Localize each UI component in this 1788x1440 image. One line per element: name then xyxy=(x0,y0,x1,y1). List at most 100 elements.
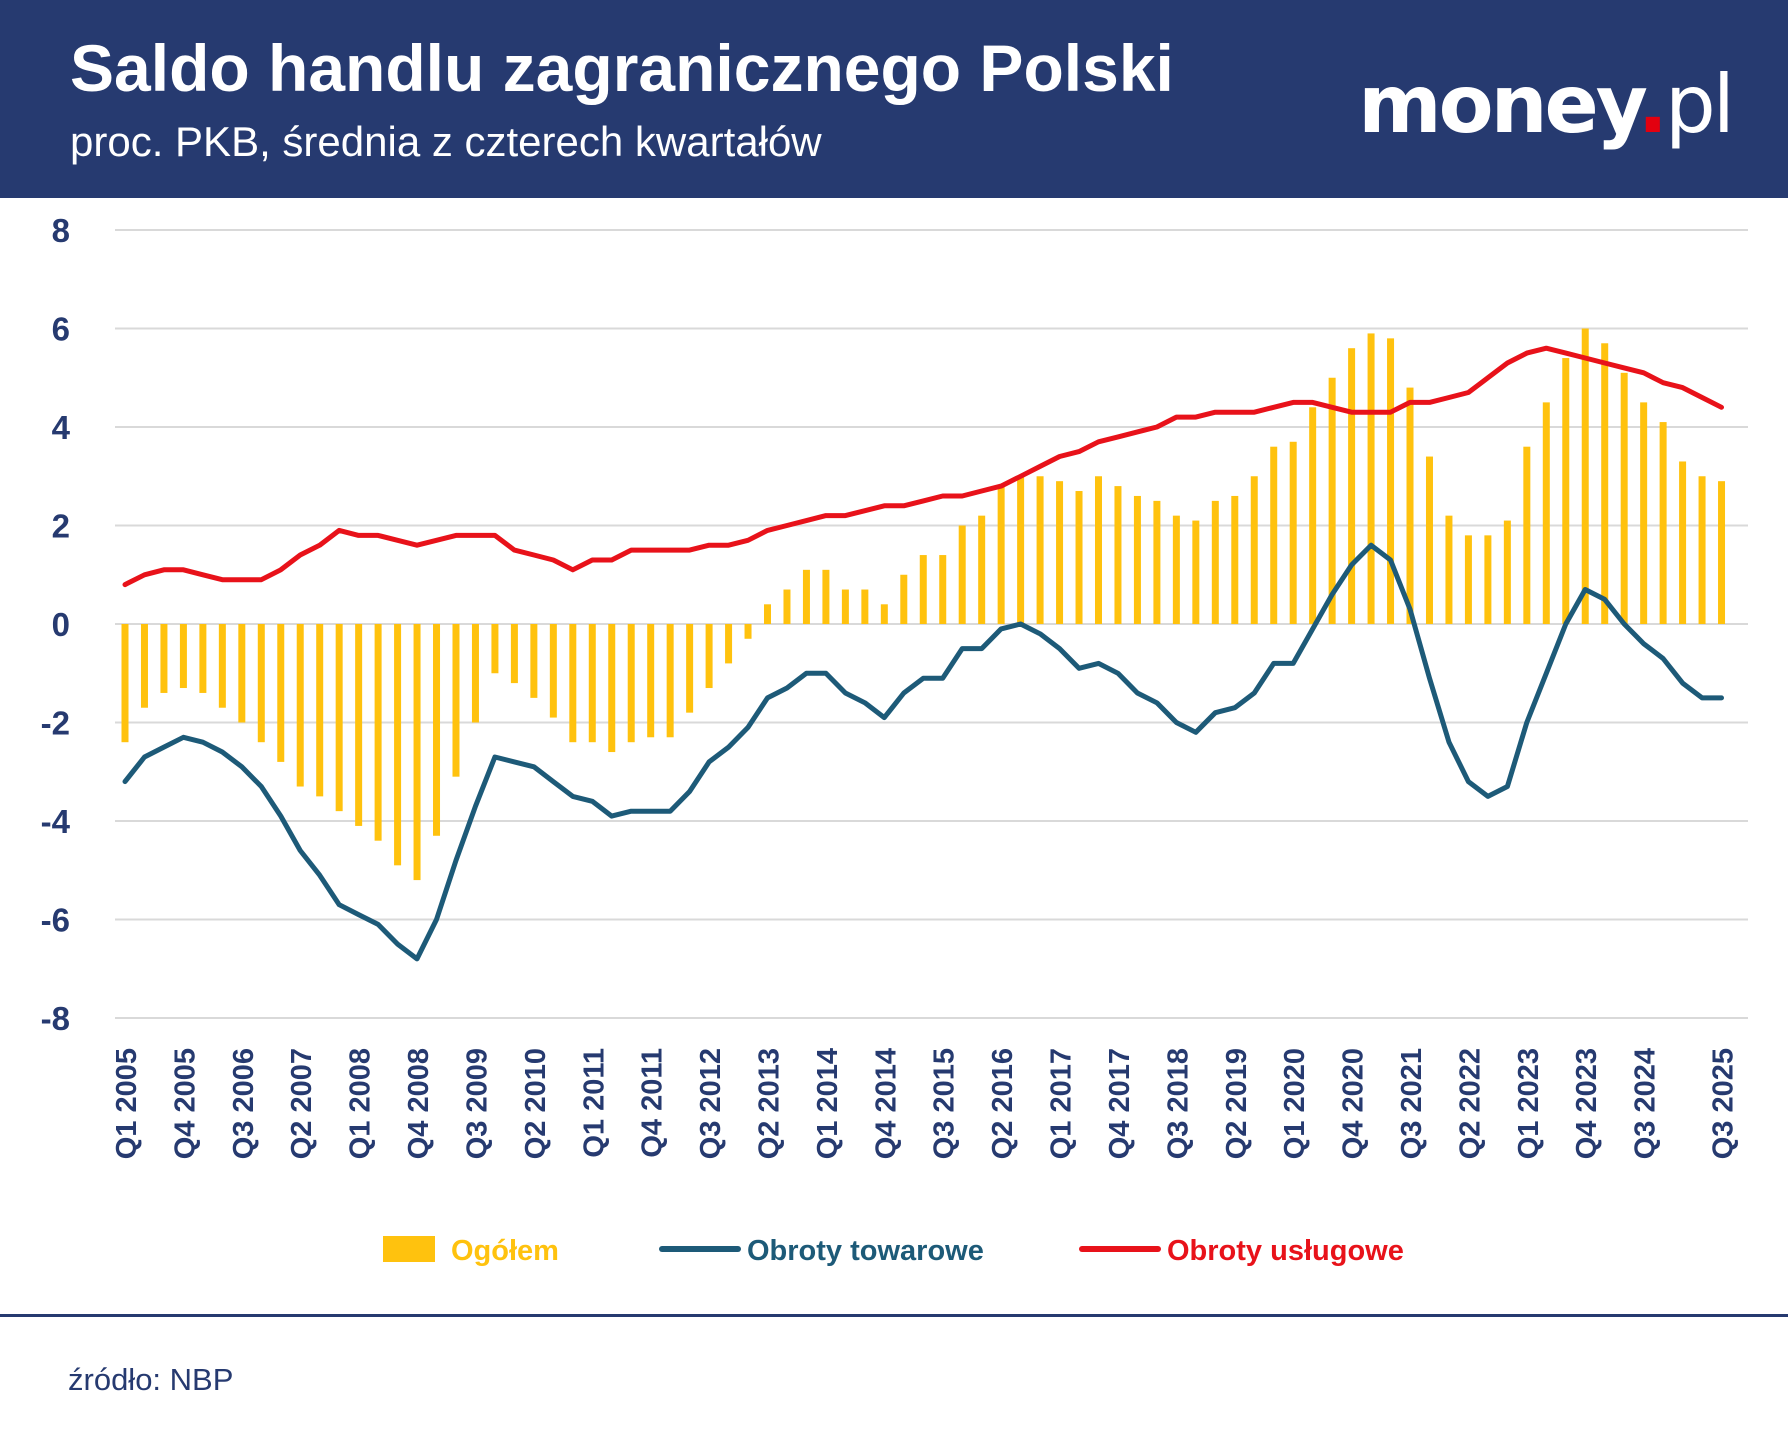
logo-dot: . xyxy=(1637,58,1668,151)
y-tick-label: 4 xyxy=(52,409,71,446)
chart-subtitle: proc. PKB, średnia z czterech kwartałów xyxy=(70,118,822,165)
bar-Q3-2023 xyxy=(1562,358,1570,624)
footer-divider xyxy=(0,1314,1788,1317)
y-tick-label: 0 xyxy=(52,606,70,643)
bar-Q3-2007 xyxy=(316,624,324,797)
bar-Q3-2006 xyxy=(238,624,246,723)
y-tick-label: 2 xyxy=(52,508,70,545)
bar-Q3-2018 xyxy=(1172,515,1180,624)
bar-Q1-2011 xyxy=(588,624,596,743)
legend-swatch-ogolem xyxy=(383,1236,435,1262)
x-tick-label: Q2 2022 xyxy=(1454,1048,1486,1159)
x-tick-label: Q3 2024 xyxy=(1630,1048,1662,1159)
bar-Q4-2014 xyxy=(880,604,888,624)
bar-Q3-2019 xyxy=(1250,476,1258,624)
bar-Q4-2021 xyxy=(1425,456,1433,624)
x-tick-label: Q1 2008 xyxy=(345,1048,377,1159)
y-tick-label: 8 xyxy=(52,212,70,249)
x-tick-label: Q3 2025 xyxy=(1708,1048,1740,1159)
bar-Q3-2016 xyxy=(1017,476,1025,624)
y-tick-label: -6 xyxy=(41,902,70,939)
source-note: źródło: NBP xyxy=(68,1362,234,1397)
bar-Q4-2007 xyxy=(335,624,343,812)
bar-Q1-2021 xyxy=(1367,333,1375,624)
bar-Q1-2014 xyxy=(822,569,830,624)
bar-Q2-2023 xyxy=(1542,402,1550,624)
bar-Q2-2016 xyxy=(997,486,1005,624)
x-tick-label: Q3 2018 xyxy=(1162,1048,1194,1159)
legend-label-towarowe: Obroty towarowe xyxy=(747,1235,984,1267)
x-tick-label: Q4 2014 xyxy=(870,1048,902,1159)
bar-Q2-2022 xyxy=(1464,535,1472,624)
bar-Q2-2012 xyxy=(686,624,694,713)
x-tick-label: Q4 2005 xyxy=(169,1048,201,1159)
x-tick-label: Q2 2013 xyxy=(754,1048,786,1159)
bar-Q2-2005 xyxy=(140,624,148,708)
bar-Q4-2006 xyxy=(257,624,265,743)
bar-Q4-2012 xyxy=(725,624,733,664)
legend: Ogółem Obroty towarowe Obroty usługowe xyxy=(383,1235,1404,1267)
bar-Q2-2018 xyxy=(1153,500,1161,624)
money-pl-logo: money.pl xyxy=(1358,58,1735,151)
bar-Q4-2017 xyxy=(1114,486,1122,624)
bar-Q1-2020 xyxy=(1289,441,1297,624)
bar-Q1-2009 xyxy=(433,624,441,836)
y-tick-label: -2 xyxy=(41,705,70,742)
y-tick-label: 6 xyxy=(52,311,70,348)
bar-Q3-2022 xyxy=(1484,535,1492,624)
bar-Q3-2021 xyxy=(1406,387,1414,624)
bar-Q1-2017 xyxy=(1056,481,1064,624)
goods-balance-line xyxy=(122,542,1724,962)
x-tick-label: Q1 2017 xyxy=(1046,1048,1078,1159)
bar-Q3-2012 xyxy=(705,624,713,689)
bar-Q2-2017 xyxy=(1075,491,1083,624)
bar-Q3-2024 xyxy=(1640,402,1648,624)
bar-Q3-2005 xyxy=(160,624,168,693)
bar-Q1-2019 xyxy=(1211,500,1219,624)
bar-Q4-2008 xyxy=(413,624,421,881)
bar-Q3-2015 xyxy=(939,555,947,624)
trade-balance-chart: 8 6 4 2 0 -2 -4 -6 -8 Q1 2005 Q4 2005 Q3 2006 Q2 200… xyxy=(41,212,1748,1267)
bar-Q2-2019 xyxy=(1231,495,1239,624)
bar-Q2-2020 xyxy=(1309,407,1317,624)
bar-Q4-2005 xyxy=(179,624,187,689)
legend-label-uslugowe: Obroty usługowe xyxy=(1167,1235,1404,1267)
x-tick-label: Q3 2006 xyxy=(228,1048,260,1159)
bar-Q3-2013 xyxy=(783,589,791,624)
services-balance-line xyxy=(122,345,1724,588)
header-banner: Saldo handlu zagranicznego Polski proc. … xyxy=(0,0,1788,198)
bar-Q2-2006 xyxy=(218,624,226,708)
bar-Q1-2008 xyxy=(355,624,363,826)
x-tick-label: Q4 2017 xyxy=(1104,1048,1136,1159)
bar-Q4-2013 xyxy=(802,569,810,624)
bar-Q1-2018 xyxy=(1133,495,1141,624)
x-tick-label: Q2 2010 xyxy=(520,1048,552,1159)
x-tick-label: Q4 2023 xyxy=(1571,1048,1603,1159)
logo-suffix: pl xyxy=(1664,58,1735,151)
bar-Q1-2016 xyxy=(978,515,986,624)
bar-Q2-2021 xyxy=(1387,338,1395,624)
bar-Q1-2022 xyxy=(1445,515,1453,624)
bar-Q2-2010 xyxy=(530,624,538,698)
bar-Q2-2008 xyxy=(374,624,382,841)
bar-Q1-2013 xyxy=(744,624,752,639)
bar-Q3-2010 xyxy=(549,624,557,718)
bar-Q1-2012 xyxy=(666,624,674,738)
bar-Q4-2020 xyxy=(1348,348,1356,624)
x-tick-label: Q4 2020 xyxy=(1338,1048,1370,1159)
bar-Q2-2014 xyxy=(841,589,849,624)
bar-Q4-2010 xyxy=(569,624,577,743)
x-tick-label: Q1 2023 xyxy=(1513,1048,1545,1159)
bar-Q4-2024 xyxy=(1659,422,1667,624)
bar-Q4-2023 xyxy=(1581,328,1589,624)
x-tick-label: Q2 2016 xyxy=(987,1048,1019,1159)
x-tick-label: Q4 2011 xyxy=(637,1048,669,1158)
bar-Q2-2011 xyxy=(608,624,616,753)
bar-Q1-2006 xyxy=(199,624,207,693)
bar-Q1-2023 xyxy=(1523,446,1531,624)
bar-Q3-2025 xyxy=(1718,481,1726,624)
x-tick-label: Q3 2012 xyxy=(695,1048,727,1159)
bar-Q4-2018 xyxy=(1192,520,1200,624)
x-tick-label: Q3 2015 xyxy=(929,1048,961,1159)
x-tick-label: Q2 2007 xyxy=(286,1048,318,1159)
